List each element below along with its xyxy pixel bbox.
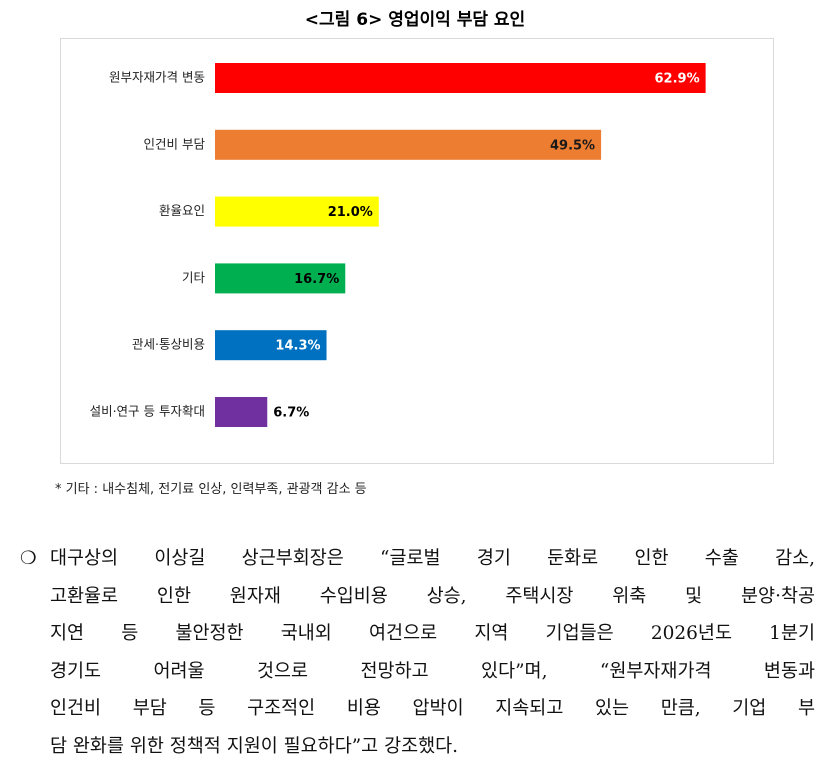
- category-label: 설비·연구 등 투자확대: [90, 404, 205, 419]
- category-label: 환율요인: [159, 203, 205, 218]
- paragraph-line: 인건비 부담 등 구조적인 비용 압박이 지속되고 있는 만큼, 기업 부: [50, 698, 815, 720]
- bar: [215, 196, 379, 227]
- chart-title: <그림 6> 영업이익 부담 요인: [305, 10, 525, 30]
- category-label: 관세·통상비용: [132, 337, 205, 352]
- paragraph-line: 지연 등 불안정한 국내외 여건으로 지역 기업들은 2026년도 1분기: [50, 623, 815, 645]
- category-label: 기타: [182, 270, 206, 285]
- chart: <그림 6> 영업이익 부담 요인 원부자재가격 변동 62.9% 인건비 부담 49…: [60, 10, 774, 464]
- footnote: * 기타 : 내수침체, 전기료 인상, 인력부족, 관광객 감소 등: [55, 482, 367, 497]
- bar: [215, 63, 706, 93]
- paragraph-line: 고환율로 인한 원자재 수입비용 상승, 주택시장 위축 및 분양·착공: [50, 585, 815, 607]
- chart-frame: [60, 38, 774, 464]
- bar: [215, 397, 268, 427]
- bar: [215, 330, 327, 361]
- bullet: ❍: [20, 548, 37, 569]
- category-label: 원부자재가격 변동: [109, 70, 205, 85]
- value-label: 14.3%: [275, 339, 320, 354]
- value-label: 6.7%: [273, 406, 309, 421]
- paragraph-line: 담 완화를 위한 정책적 지원이 필요하다”고 강조했다.: [50, 735, 459, 757]
- bar: [215, 263, 346, 294]
- paragraph-line: 경기도 어려울 것으로 전망하고 있다”며, “원부자재가격 변동과: [50, 660, 815, 682]
- paragraph-line: 대구상의 이상길 상근부회장은 “글로벌 경기 둔화로 인한 수출 감소,: [50, 548, 815, 569]
- paragraph: ❍ 대구상의 이상길 상근부회장은 “글로벌 경기 둔화로 인한 수출 감소, 고…: [20, 540, 815, 766]
- bar: [215, 129, 602, 160]
- paragraph-lines: 대구상의 이상길 상근부회장은 “글로벌 경기 둔화로 인한 수출 감소, 고환율…: [20, 540, 815, 766]
- value-label: 49.5%: [550, 138, 595, 153]
- value-label: 62.9%: [655, 72, 700, 87]
- category-label: 인건비 부담: [144, 136, 206, 151]
- value-label: 21.0%: [328, 205, 373, 220]
- value-label: 16.7%: [294, 272, 339, 287]
